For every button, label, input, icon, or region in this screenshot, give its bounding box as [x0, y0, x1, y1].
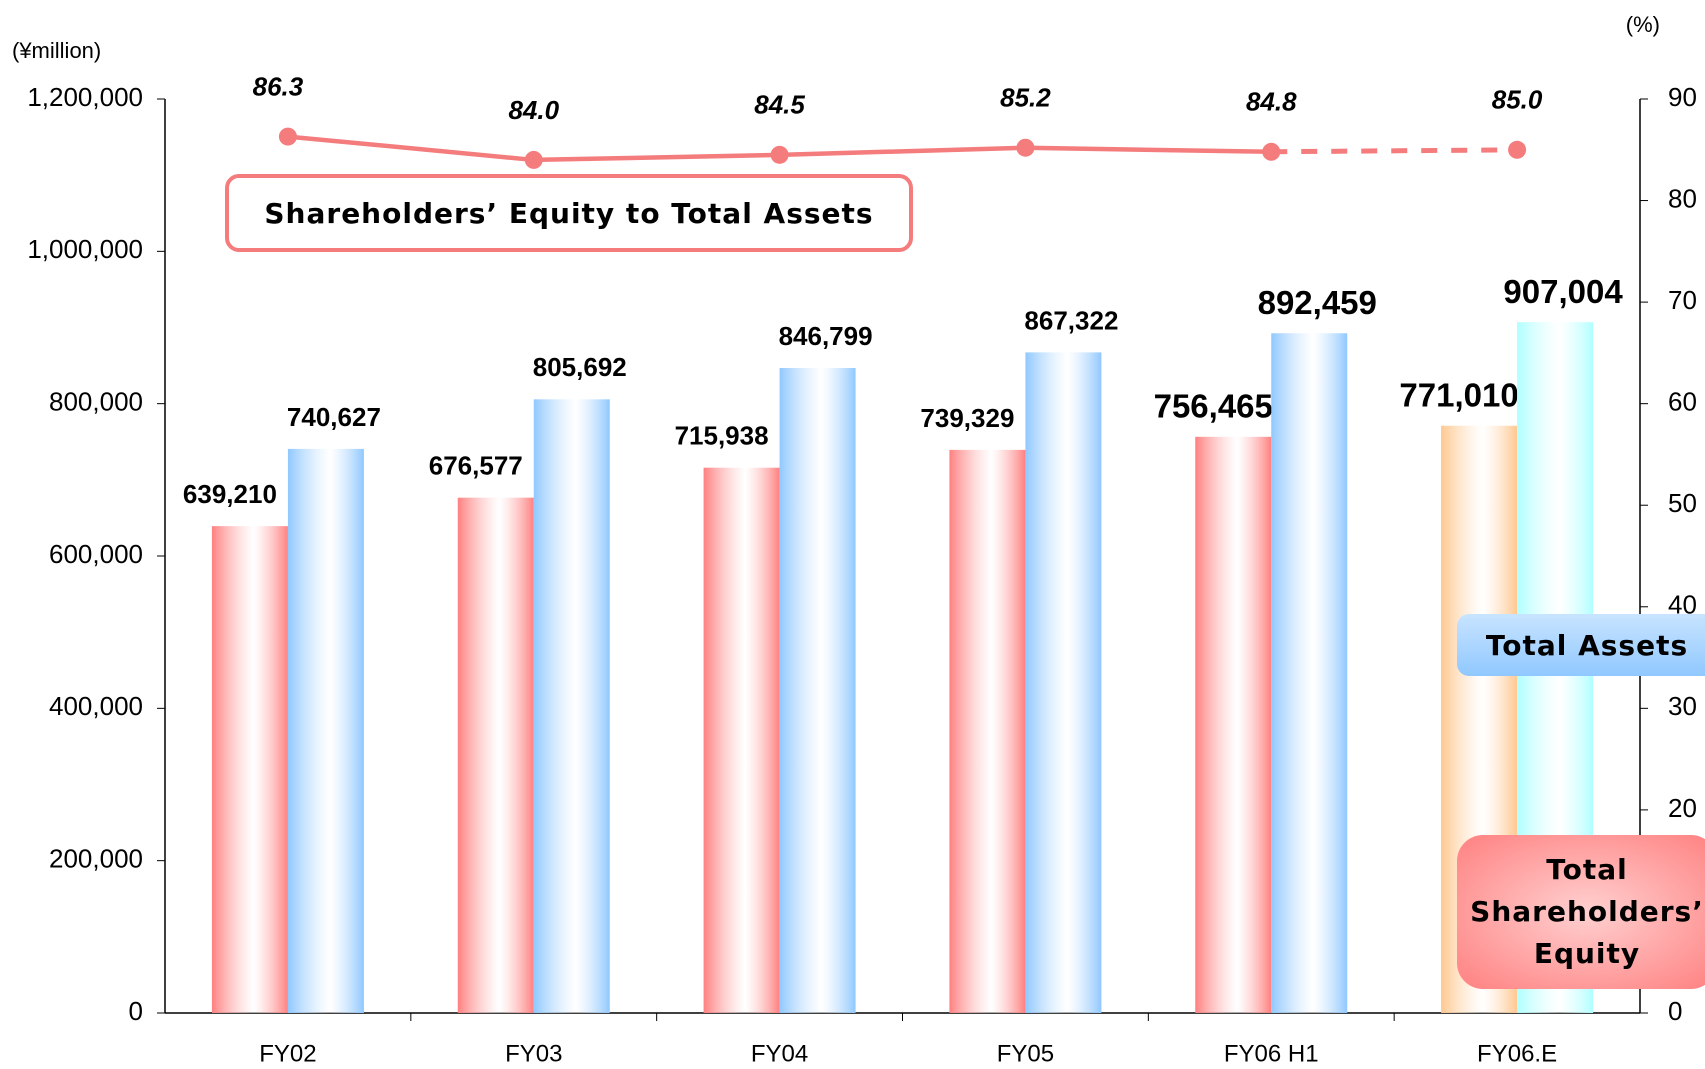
x-tick-label: FY02: [259, 1040, 316, 1067]
bar: [1195, 436, 1272, 1014]
y-unit-label: (¥million): [12, 38, 101, 63]
line-value-label: 84.5: [754, 90, 805, 120]
y2-tick-label: 80: [1668, 183, 1697, 213]
bar-value-label: 771,010: [1399, 376, 1518, 413]
line-marker: [278, 127, 297, 146]
bar-value-label: 676,577: [429, 451, 523, 481]
x-tick-label: FY06 H1: [1224, 1040, 1319, 1067]
y2-unit-label: (%): [1626, 12, 1660, 37]
legend-ratio: Shareholders’ Equity to Total Assets: [225, 174, 913, 252]
y-tick-label: 400,000: [49, 691, 143, 721]
y-tick-label: 600,000: [49, 539, 143, 569]
y-tick-label: 200,000: [49, 844, 143, 874]
x-tick-label: FY03: [505, 1040, 562, 1067]
bar-value-label: 805,692: [533, 352, 627, 382]
line-marker: [1016, 138, 1035, 157]
y-tick-label: 0: [129, 996, 143, 1026]
bar: [533, 399, 610, 1013]
line-value-label: 85.2: [1000, 83, 1051, 113]
bar-value-label: 715,938: [675, 421, 769, 451]
y-tick-label: 1,200,000: [27, 82, 143, 112]
bar: [949, 449, 1026, 1013]
line-value-label: 85.0: [1492, 85, 1543, 115]
y2-tick-label: 0: [1668, 996, 1682, 1026]
bar: [457, 497, 534, 1014]
legend-assets: Total Assets: [1457, 614, 1705, 676]
projected-line: [1271, 147, 1518, 155]
y2-tick-label: 70: [1668, 285, 1697, 315]
bar-value-label: 907,004: [1503, 273, 1623, 310]
bar-value-label: 639,210: [183, 479, 277, 509]
bar-value-label: 739,329: [920, 403, 1014, 433]
line-value-label: 84.0: [508, 95, 559, 125]
bar-value-label: 867,322: [1024, 305, 1118, 335]
line-marker: [1262, 142, 1281, 161]
bar-value-label: 846,799: [779, 321, 873, 351]
y2-tick-label: 30: [1668, 691, 1697, 721]
bar: [779, 368, 856, 1013]
bar: [287, 448, 364, 1013]
x-tick-label: FY05: [997, 1040, 1054, 1067]
line-marker: [524, 150, 543, 169]
x-tick-label: FY06.E: [1477, 1040, 1557, 1067]
legend-equity: Total Shareholders’ Equity: [1457, 835, 1705, 989]
line-marker: [770, 145, 789, 164]
y-tick-label: 800,000: [49, 387, 143, 417]
bar: [1271, 333, 1348, 1013]
bar-value-label: 756,465: [1154, 388, 1273, 425]
y2-tick-label: 50: [1668, 488, 1697, 518]
bar-value-label: 740,627: [287, 402, 381, 432]
line-marker: [1508, 140, 1527, 159]
bar: [211, 526, 288, 1013]
y2-tick-label: 90: [1668, 82, 1697, 112]
line-value-label: 86.3: [253, 71, 304, 101]
bar-value-label: 892,459: [1258, 284, 1377, 321]
x-tick-label: FY04: [751, 1040, 808, 1067]
bar: [703, 467, 780, 1014]
y2-tick-label: 20: [1668, 793, 1697, 823]
y-tick-label: 1,000,000: [27, 234, 143, 264]
y2-tick-label: 60: [1668, 387, 1697, 417]
line-value-label: 84.8: [1246, 87, 1297, 117]
bar: [1025, 352, 1102, 1013]
